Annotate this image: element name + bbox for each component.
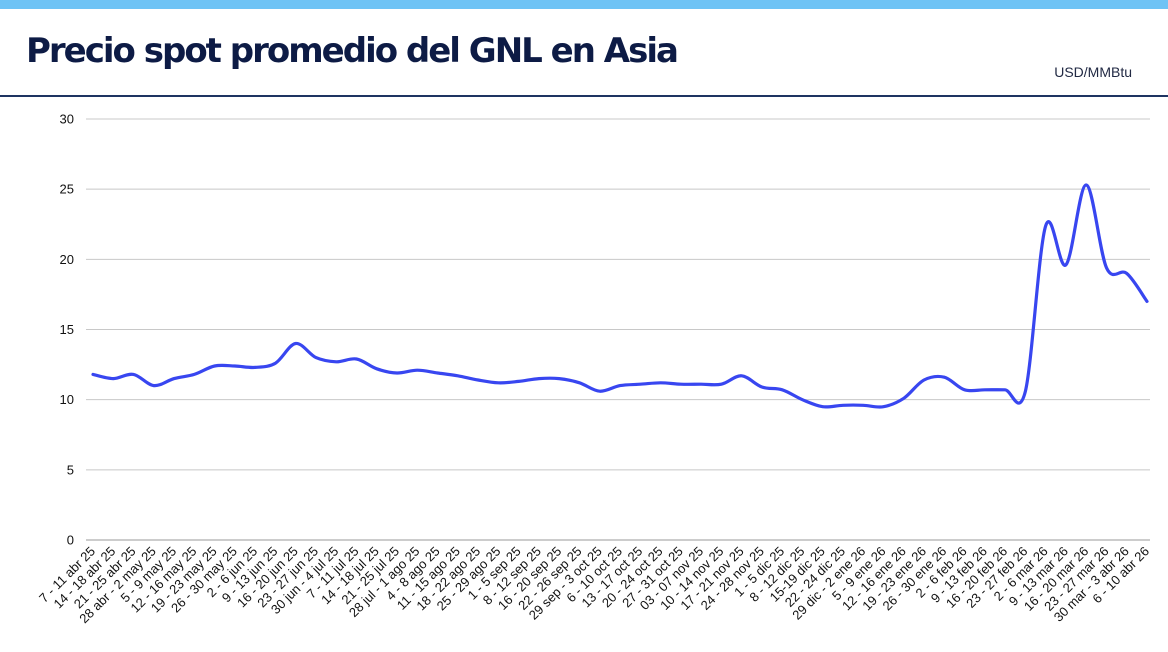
data-point — [233, 364, 237, 368]
data-point — [496, 381, 500, 385]
data-point — [334, 360, 338, 364]
data-point — [172, 377, 176, 381]
data-point — [314, 356, 318, 360]
data-point — [517, 379, 521, 383]
data-point — [537, 377, 541, 381]
data-point — [638, 382, 642, 386]
data-point — [1064, 263, 1068, 267]
data-point — [679, 382, 683, 386]
data-point — [1104, 266, 1108, 270]
data-point — [577, 381, 581, 385]
data-point — [436, 371, 440, 375]
page-title: Precio spot promedio del GNL en Asia — [26, 31, 679, 71]
data-point — [800, 398, 804, 402]
header: Precio spot promedio del GNL en Asia USD… — [0, 9, 1168, 96]
y-tick-label: 20 — [60, 252, 74, 267]
data-point — [598, 389, 602, 393]
data-point — [902, 396, 906, 400]
data-point — [1023, 389, 1027, 393]
data-point — [699, 382, 703, 386]
data-point — [1044, 224, 1048, 228]
data-point — [273, 361, 277, 365]
data-point — [456, 374, 460, 378]
y-tick-label: 15 — [60, 322, 74, 337]
data-point — [253, 365, 257, 369]
data-points — [91, 183, 1149, 409]
data-point — [1084, 183, 1088, 187]
y-tick-label: 10 — [60, 392, 74, 407]
y-tick-label: 0 — [67, 533, 74, 548]
top-accent-stripe — [0, 0, 1168, 9]
data-point — [152, 384, 156, 388]
data-point — [780, 388, 784, 392]
data-point — [922, 378, 926, 382]
data-point — [1003, 388, 1007, 392]
data-point — [476, 378, 480, 382]
data-point — [1145, 299, 1149, 303]
y-tick-label: 30 — [60, 112, 74, 127]
data-point — [760, 385, 764, 389]
data-point — [963, 388, 967, 392]
data-point — [861, 403, 865, 407]
y-axis-ticks: 0 5 10 15 20 25 30 — [60, 112, 74, 548]
data-point — [821, 405, 825, 409]
gridlines — [86, 118, 1150, 541]
y-tick-label: 5 — [67, 462, 74, 477]
y-tick-label: 25 — [60, 182, 74, 197]
data-point — [983, 388, 987, 392]
data-point — [719, 382, 723, 386]
data-point — [395, 371, 399, 375]
data-point — [841, 403, 845, 407]
data-point — [132, 372, 136, 376]
data-point — [375, 367, 379, 371]
data-point — [942, 375, 946, 379]
data-point — [355, 357, 359, 361]
data-point — [557, 377, 561, 381]
data-point — [111, 377, 115, 381]
data-point — [192, 372, 196, 376]
data-point — [213, 364, 217, 368]
data-point — [91, 372, 95, 376]
data-point — [740, 374, 744, 378]
unit-label: USD/MMBtu — [1054, 64, 1132, 80]
header-divider — [0, 95, 1168, 97]
series-line — [91, 183, 1149, 409]
data-point — [1125, 271, 1129, 275]
data-point — [618, 384, 622, 388]
data-point — [294, 342, 298, 346]
data-point — [882, 405, 886, 409]
data-point — [659, 381, 663, 385]
data-point — [415, 368, 419, 372]
